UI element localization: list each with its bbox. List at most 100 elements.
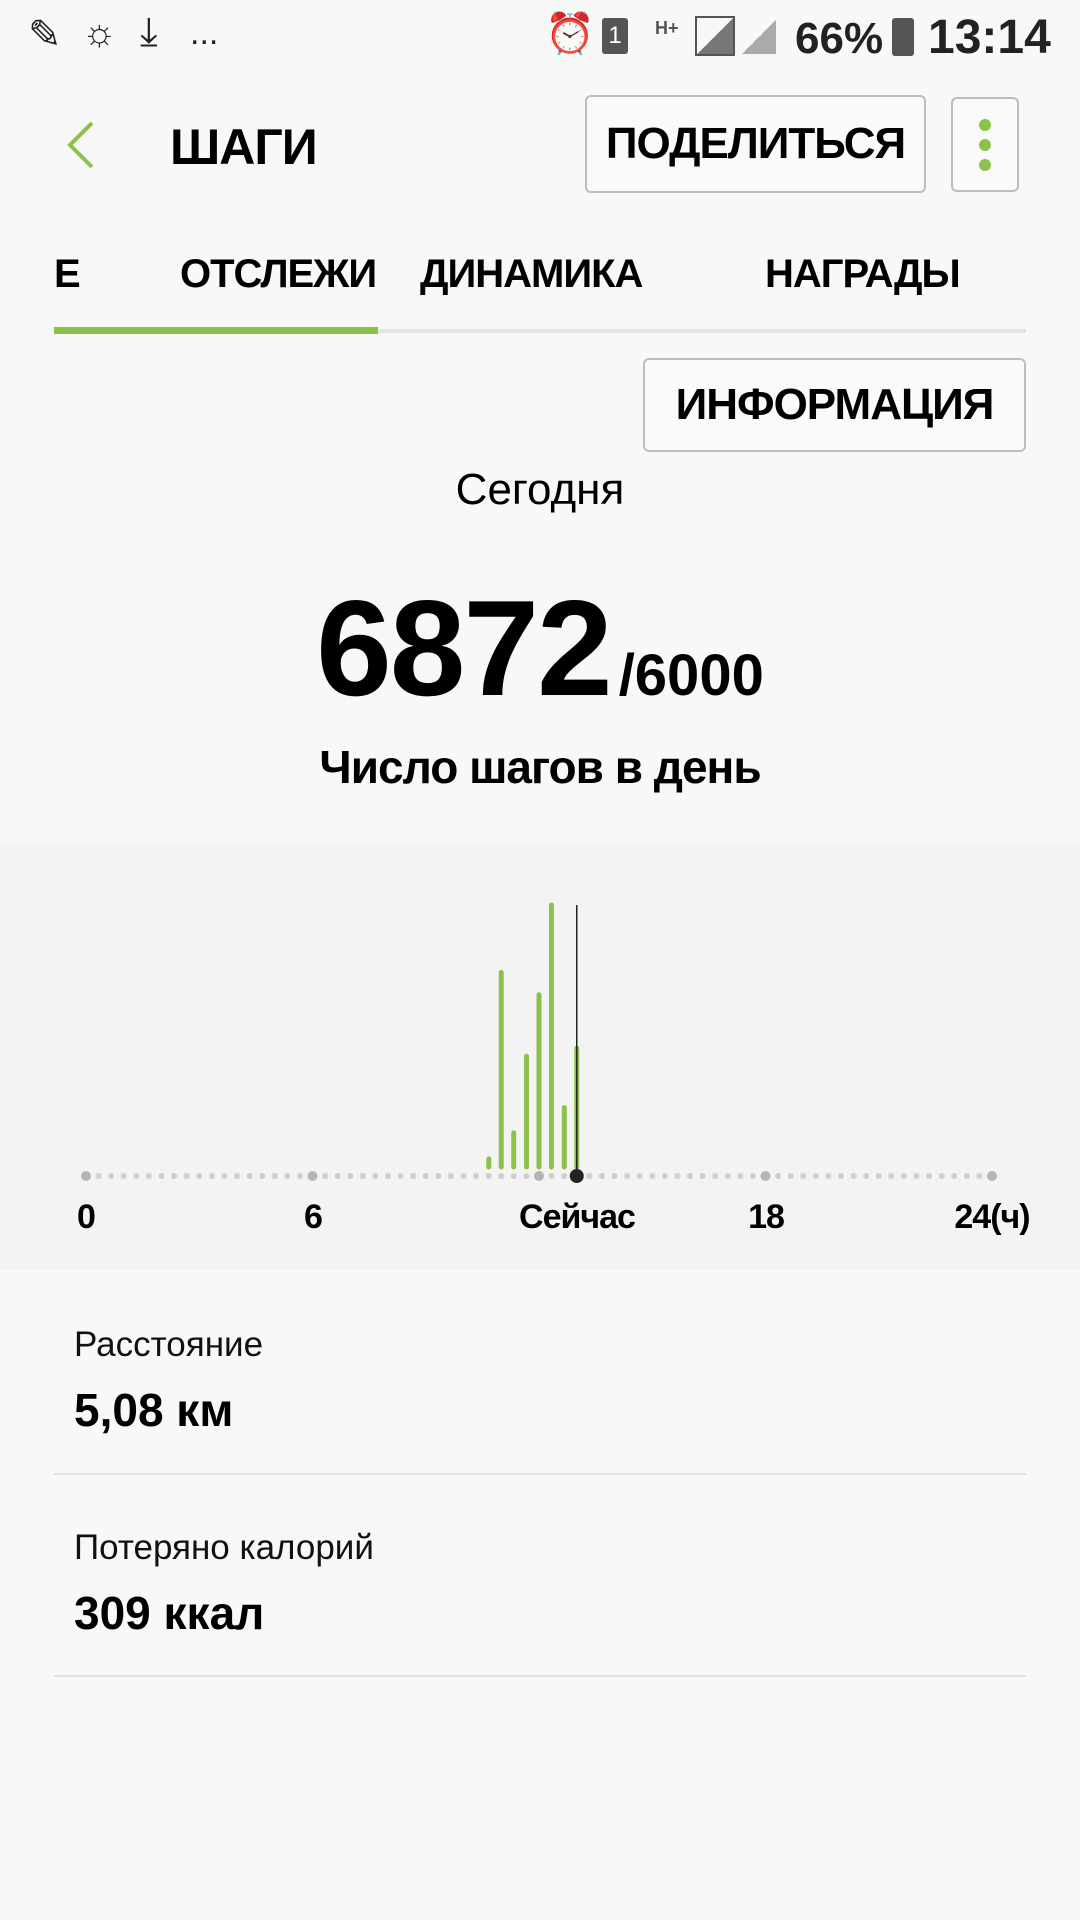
axis-dot	[334, 1173, 341, 1179]
axis-dot	[347, 1173, 354, 1179]
tab-indicator	[54, 327, 378, 334]
axis-dot	[674, 1173, 681, 1179]
axis-dot	[246, 1173, 253, 1179]
share-button[interactable]: ПОДЕЛИТЬСЯ	[585, 95, 926, 193]
axis-dot	[712, 1173, 719, 1179]
page-title: ШАГИ	[170, 119, 318, 175]
tick-label-now: Сейчас	[519, 1198, 636, 1236]
axis-dot	[800, 1173, 807, 1179]
axis-major-dot	[760, 1171, 771, 1181]
axis-dot	[951, 1173, 958, 1179]
download-icon: ⤓	[140, 10, 158, 54]
axis-dot	[271, 1173, 278, 1179]
calories-value: 309 ккал	[74, 1587, 265, 1639]
axis-dot	[435, 1173, 442, 1179]
network-type-icon: H+	[655, 18, 679, 38]
alarm-icon: ⏰	[545, 12, 595, 56]
signal-2-icon	[742, 20, 776, 54]
axis-dot	[422, 1173, 429, 1179]
axis-dot	[120, 1173, 127, 1179]
axis-dot	[108, 1173, 115, 1179]
axis-dot	[158, 1173, 165, 1179]
axis-major-dot	[81, 1171, 91, 1181]
now-marker	[569, 1169, 584, 1183]
axis-dot	[888, 1173, 895, 1179]
axis-dot	[699, 1173, 706, 1179]
axis-dot	[598, 1173, 605, 1179]
axis-dot	[284, 1173, 291, 1179]
more-options-button[interactable]	[951, 97, 1019, 192]
signal-icon	[695, 16, 735, 56]
axis-dot	[611, 1173, 618, 1179]
battery-percent: 66%	[795, 14, 884, 63]
tick-label-18: 18	[748, 1198, 785, 1236]
axis-dot	[586, 1173, 593, 1179]
axis-dot	[875, 1173, 882, 1179]
axis-dot	[976, 1173, 983, 1179]
chart-svg	[81, 902, 997, 1183]
axis-dot	[183, 1173, 190, 1179]
axis-dot	[221, 1173, 228, 1179]
axis-dot	[385, 1173, 391, 1179]
axis-dot	[410, 1173, 417, 1179]
axis-major-dot	[307, 1171, 318, 1181]
tab-awards[interactable]: НАГРАДЫ	[765, 252, 960, 296]
axis-dot	[913, 1173, 920, 1179]
axis-major-dot	[987, 1171, 997, 1181]
axis-dot	[460, 1173, 467, 1179]
axis-dot	[372, 1173, 379, 1179]
axis-dot	[850, 1173, 857, 1179]
clock: 13:14	[928, 11, 1051, 64]
tab-tracking[interactable]: ОТСЛЕЖИ	[180, 252, 377, 296]
axis-dot	[397, 1173, 404, 1179]
distance-value: 5,08 км	[74, 1384, 234, 1436]
tick-label-6: 6	[304, 1198, 323, 1236]
tab-dynamics[interactable]: ДИНАМИКА	[420, 252, 643, 296]
axis-dot	[171, 1173, 178, 1179]
axis-dot	[749, 1173, 756, 1179]
more-dot-icon	[979, 138, 991, 151]
axis-dot	[624, 1173, 631, 1179]
steps-count: 6872	[316, 572, 613, 724]
axis-major-dot	[534, 1171, 544, 1181]
notification-icon: ✎	[28, 13, 62, 57]
sim-icon: 1	[602, 18, 628, 54]
status-bar: ✎ ☼ ⤓ ... ⏰ 1 H+ 66% 13:14	[0, 0, 1080, 75]
axis-dot	[259, 1173, 266, 1179]
axis-dot	[775, 1173, 782, 1179]
axis-dot	[359, 1173, 366, 1179]
axis-dot	[812, 1173, 819, 1179]
axis-dot	[473, 1173, 480, 1179]
axis-dot	[963, 1173, 970, 1179]
tab-partial[interactable]: Е	[54, 252, 81, 296]
axis-dot	[863, 1173, 870, 1179]
tab-track	[54, 329, 1026, 333]
axis-dot	[938, 1173, 945, 1179]
axis-dot	[523, 1173, 530, 1179]
axis-dot	[548, 1173, 555, 1179]
axis-dot	[737, 1173, 744, 1179]
more-notifications-icon: ...	[190, 14, 219, 52]
axis-dot	[322, 1173, 329, 1179]
info-button[interactable]: ИНФОРМАЦИЯ	[643, 358, 1026, 452]
steps-summary: 6872 /6000	[0, 570, 1080, 726]
axis-dot	[234, 1173, 240, 1179]
axis-dot	[498, 1173, 505, 1179]
axis-dot	[900, 1173, 907, 1179]
axis-dot	[296, 1173, 303, 1179]
steps-goal: /6000	[618, 643, 764, 708]
steps-caption: Число шагов в день	[319, 741, 761, 793]
axis-dot	[724, 1173, 731, 1179]
axis-dot	[561, 1173, 568, 1179]
weather-icon: ☼	[82, 12, 117, 54]
period-label: Сегодня	[455, 465, 625, 514]
chevron-left-icon	[67, 121, 94, 169]
hourly-steps-chart	[0, 843, 1080, 1270]
battery-icon	[892, 18, 914, 56]
more-dot-icon	[979, 118, 991, 131]
axis-dot	[649, 1173, 656, 1179]
tick-label-24: 24(ч)	[954, 1198, 1030, 1236]
axis-dot	[196, 1173, 203, 1179]
axis-dot	[485, 1173, 492, 1179]
back-button[interactable]	[62, 115, 102, 175]
